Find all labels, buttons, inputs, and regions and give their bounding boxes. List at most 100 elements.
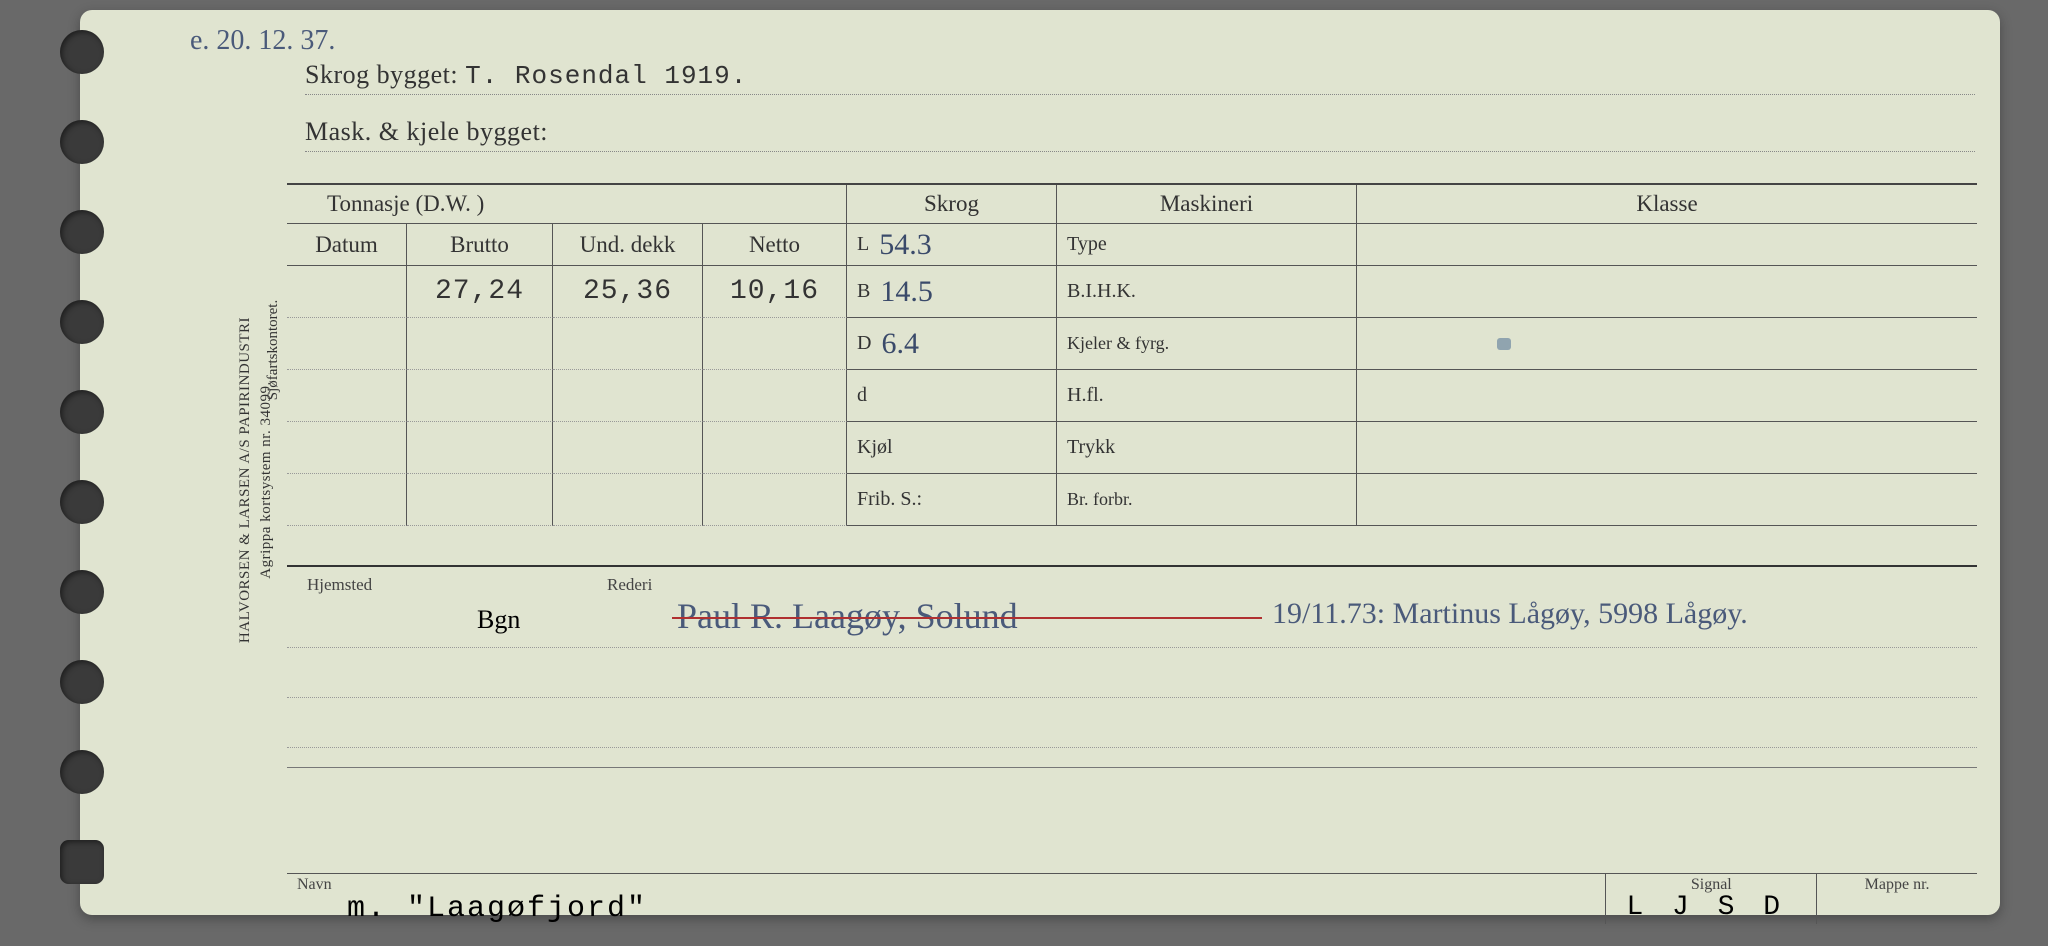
empty-cell (703, 318, 847, 370)
skrog-D-value: 6.4 (881, 327, 919, 361)
navn-label: Navn (297, 876, 332, 894)
index-card: HALVORSEN & LARSEN A/S PAPIRINDUSTRI Agr… (80, 10, 2000, 915)
skrog-B-label: B (857, 280, 870, 303)
data-row-2: D 6.4 Kjeler & fyrg. (287, 318, 1977, 370)
mask-kjeler-label: Kjeler & fyrg. (1067, 334, 1169, 354)
mask-bihk-label: B.I.H.K. (1067, 280, 1136, 303)
punch-hole-icon (60, 660, 104, 704)
empty-cell (287, 318, 407, 370)
brutto-value: 27,24 (407, 266, 553, 318)
mask-kjele-line: Mask. & kjele bygget: (305, 117, 1975, 152)
punch-holes (60, 30, 104, 930)
skrog-B-value: 14.5 (880, 275, 933, 309)
skrog-bygget-value: T. Rosendal 1919. (465, 61, 747, 91)
signal-cell: Signal L J S D (1606, 874, 1817, 924)
skrog-bygget-line: Skrog bygget: T. Rosendal 1919. (305, 60, 1975, 95)
punch-hole-icon (60, 300, 104, 344)
navn-value: m. "Laagøfjord" (347, 892, 647, 926)
handwritten-date-top: e. 20. 12. 37. (190, 25, 335, 57)
empty-cell (703, 370, 847, 422)
header-lines: Skrog bygget: T. Rosendal 1919. Mask. & … (305, 60, 1975, 174)
mask-type-cell: Type (1057, 224, 1357, 266)
skrog-L-label: L (857, 233, 869, 256)
klasse-cell-3 (1357, 370, 1977, 422)
mask-trykk-label: Trykk (1067, 436, 1115, 459)
data-row-4: Kjøl Trykk (287, 422, 1977, 474)
mask-kjeler-cell: Kjeler & fyrg. (1057, 318, 1357, 370)
maskineri-header: Maskineri (1057, 185, 1357, 224)
und-dekk-header: Und. dekk (553, 224, 703, 266)
punch-hole-icon (60, 390, 104, 434)
signal-value: L J S D (1626, 892, 1786, 923)
klasse-header: Klasse (1357, 185, 1977, 224)
punch-hole-icon (60, 480, 104, 524)
skrog-bygget-label: Skrog bygget: (305, 60, 458, 89)
mask-br-cell: Br. forbr. (1057, 474, 1357, 526)
empty-cell (407, 474, 553, 526)
mask-trykk-cell: Trykk (1057, 422, 1357, 474)
empty-cell (287, 422, 407, 474)
rederi-current-text: 19/11.73: Martinus Lågøy, 5998 Lågøy. (1272, 597, 1748, 631)
empty-cell (703, 422, 847, 474)
data-row-5: Frib. S.: Br. forbr. (287, 474, 1977, 526)
punch-hole-icon (60, 210, 104, 254)
skrog-d-label: d (857, 384, 867, 407)
punch-hole-icon (60, 570, 104, 614)
datum-value (287, 266, 407, 318)
data-row-1: 27,24 25,36 10,16 B 14.5 B.I.H.K. (287, 266, 1977, 318)
mask-bihk-cell: B.I.H.K. (1057, 266, 1357, 318)
punch-hole-icon (60, 840, 104, 884)
skrog-B-cell: B 14.5 (847, 266, 1057, 318)
navn-cell: Navn m. "Laagøfjord" (287, 874, 1606, 924)
skrog-L-value: 54.3 (879, 228, 932, 262)
ink-smudge-icon (1497, 338, 1511, 350)
netto-header: Netto (703, 224, 847, 266)
empty-cell (407, 422, 553, 474)
skrog-header: Skrog (847, 185, 1057, 224)
datum-header: Datum (287, 224, 407, 266)
main-table: Tonnasje (D.W. ) Skrog Maskineri Klasse … (287, 183, 1977, 526)
skrog-D-label: D (857, 332, 871, 355)
header-row-1: Tonnasje (D.W. ) Skrog Maskineri Klasse (287, 185, 1977, 224)
empty-cell (287, 370, 407, 422)
header-row-2: Datum Brutto Und. dekk Netto L 54.3 Type (287, 224, 1977, 266)
mask-hfl-cell: H.fl. (1057, 370, 1357, 422)
skrog-frib-cell: Frib. S.: (847, 474, 1057, 526)
mappe-cell: Mappe nr. (1817, 874, 1977, 924)
netto-value: 10,16 (703, 266, 847, 318)
rederi-label: Rederi (607, 575, 652, 595)
mask-br-label: Br. forbr. (1067, 490, 1133, 510)
strikethrough-line (672, 617, 1262, 619)
klasse-cell-1 (1357, 266, 1977, 318)
empty-cell (553, 318, 703, 370)
punch-hole-icon (60, 30, 104, 74)
hjemsted-label: Hjemsted (307, 575, 372, 595)
skrog-kjol-cell: Kjøl (847, 422, 1057, 474)
punch-hole-icon (60, 120, 104, 164)
skrog-D-cell: D 6.4 (847, 318, 1057, 370)
empty-cell (553, 474, 703, 526)
klasse-cell-2 (1357, 318, 1977, 370)
office-credit: Sjøfartskontoret. (265, 140, 282, 560)
skrog-d-cell: d (847, 370, 1057, 422)
empty-cell (287, 474, 407, 526)
empty-cell (407, 370, 553, 422)
mappe-label: Mappe nr. (1817, 876, 1977, 894)
bottom-row: Navn m. "Laagøfjord" Signal L J S D Mapp… (287, 873, 1977, 924)
klasse-cell-4 (1357, 422, 1977, 474)
tonnasje-header: Tonnasje (D.W. ) (287, 185, 847, 224)
rederi-struck-text: Paul R. Laagøy, Solund (677, 595, 1018, 637)
skrog-L-cell: L 54.3 (847, 224, 1057, 266)
skrog-frib-label: Frib. S.: (857, 488, 922, 511)
hjemsted-section: Hjemsted Bgn Rederi Paul R. Laagøy, Solu… (287, 565, 1977, 768)
punch-hole-icon (60, 750, 104, 794)
skrog-kjol-label: Kjøl (857, 436, 893, 459)
empty-cell (407, 318, 553, 370)
klasse-cell-0 (1357, 224, 1977, 266)
data-row-3: d H.fl. (287, 370, 1977, 422)
klasse-cell-5 (1357, 474, 1977, 526)
hjemsted-value: Bgn (477, 605, 520, 635)
empty-cell (553, 370, 703, 422)
mask-hfl-label: H.fl. (1067, 384, 1104, 407)
mask-kjele-label: Mask. & kjele bygget: (305, 117, 548, 146)
